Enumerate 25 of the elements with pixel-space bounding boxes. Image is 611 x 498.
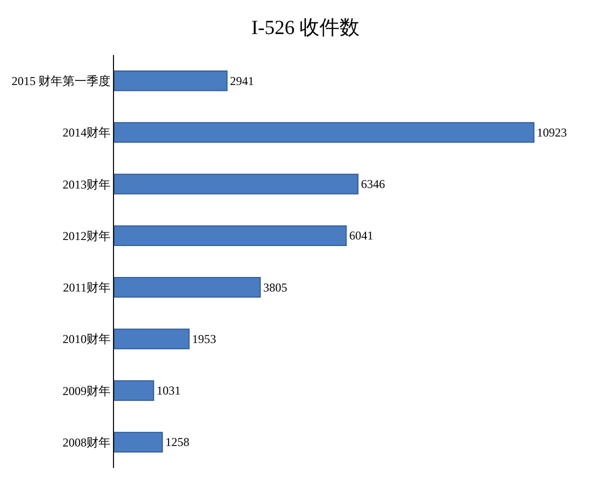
bar [114, 174, 358, 194]
bar [114, 432, 163, 452]
data-label: 3805 [263, 280, 288, 294]
bar [114, 70, 228, 92]
data-label: 6346 [360, 177, 385, 192]
y-tick-label: 2014财年 [62, 126, 111, 140]
data-label: 10923 [536, 125, 567, 140]
bar [114, 277, 261, 298]
y-tick-label: 2013财年 [62, 177, 111, 192]
data-label: 1031 [156, 384, 181, 398]
bar [114, 225, 347, 246]
y-tick-label: 2010财年 [62, 332, 111, 346]
y-tick-label: 2009财年 [62, 384, 111, 398]
data-label: 2941 [230, 74, 254, 88]
y-tick-label: 2008财年 [62, 435, 111, 450]
y-tick-label: 2012财年 [62, 228, 111, 243]
data-label: 1258 [165, 435, 190, 450]
y-tick-label: 2015 财年第一季度 [12, 74, 111, 88]
bar [114, 122, 534, 143]
data-label: 6041 [349, 228, 374, 243]
chart-title: I-526 收件数 [251, 16, 360, 39]
data-label: 1953 [192, 332, 216, 346]
bar [114, 380, 154, 401]
bar [114, 328, 190, 350]
y-tick-label: 2011财年 [63, 280, 111, 295]
